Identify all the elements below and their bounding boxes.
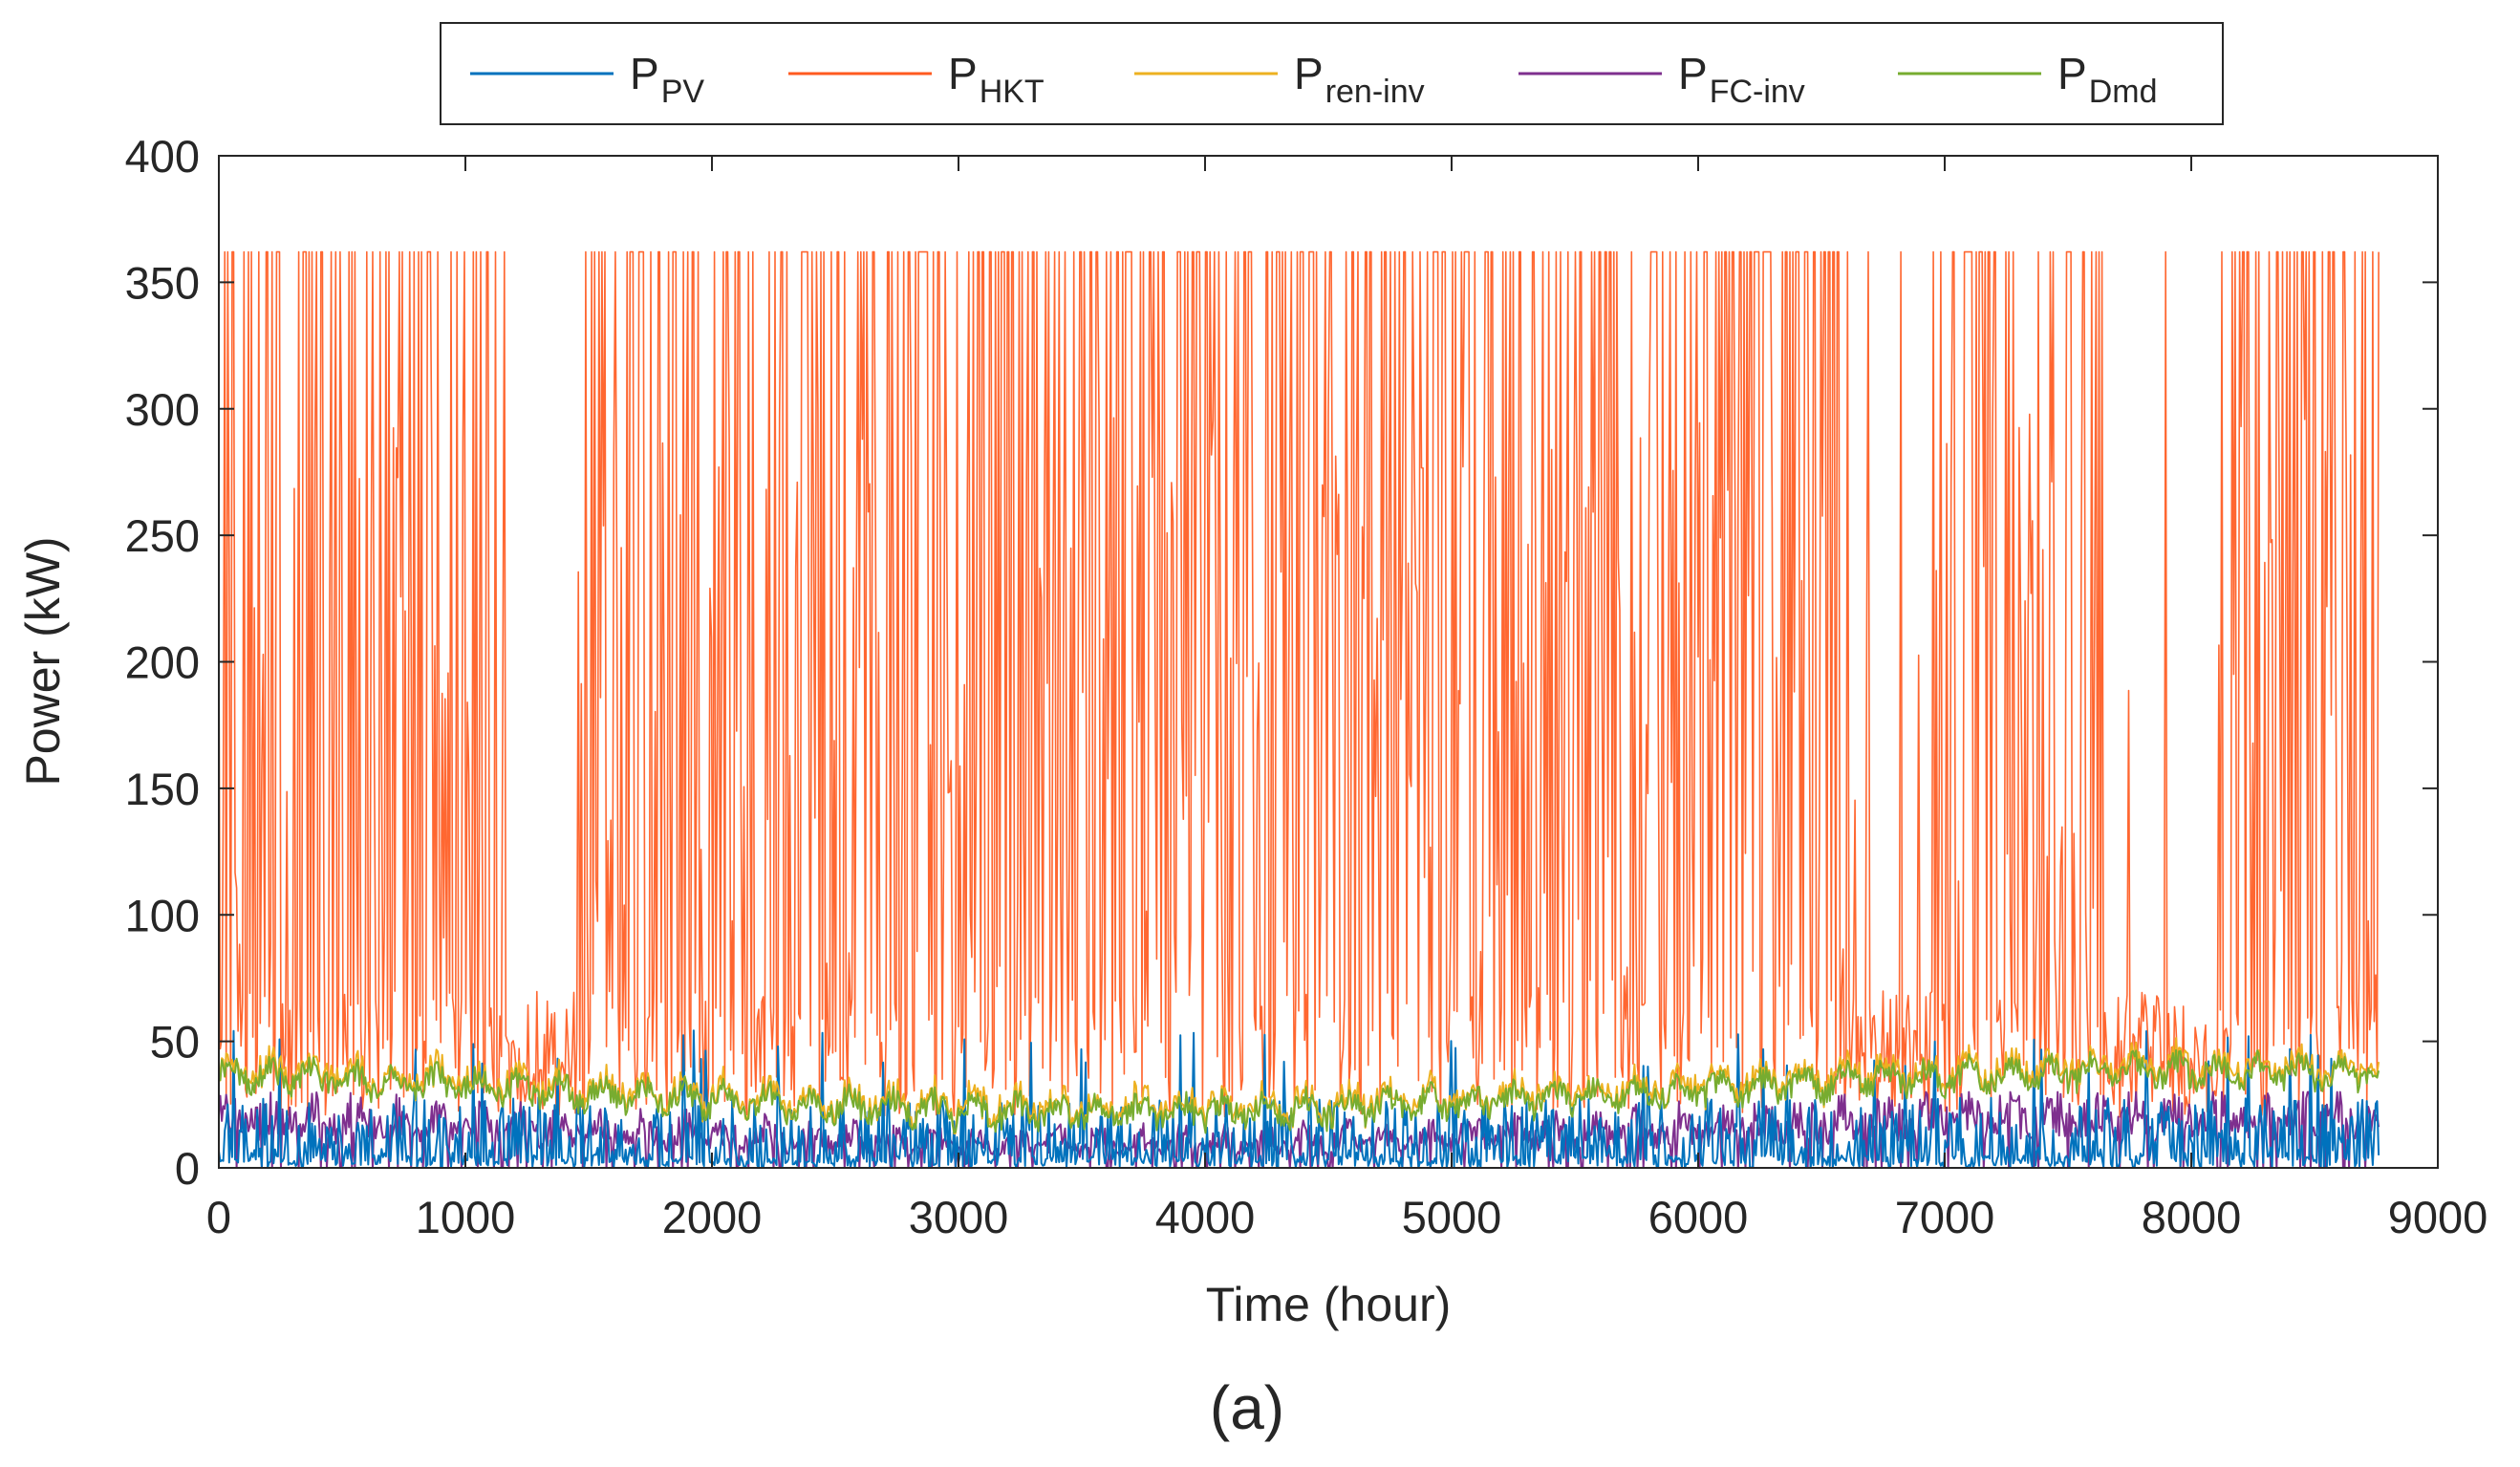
legend-label-subscript: FC-inv: [1710, 74, 1805, 110]
x-tick-label: 9000: [2388, 1192, 2488, 1242]
legend-label-subscript: Dmd: [2089, 74, 2158, 110]
figure-caption: (a): [1210, 1373, 1284, 1442]
y-tick-label: 50: [150, 1017, 200, 1068]
y-tick-label: 100: [125, 890, 200, 940]
x-tick-label: 8000: [2142, 1192, 2242, 1242]
legend-label-main: P: [1294, 49, 1324, 98]
series-line-pfcinv: [218, 1090, 2380, 1169]
legend-label-ppv: PPV: [630, 49, 704, 110]
x-tick-label: 4000: [1155, 1192, 1256, 1242]
legend-label-main: P: [2057, 49, 2087, 98]
x-axis-label: Time (hour): [1206, 1278, 1452, 1331]
y-tick-label: 400: [125, 131, 200, 182]
y-tick-label: 300: [125, 384, 200, 435]
x-tick-label: 5000: [1402, 1192, 1502, 1242]
ticks-layer: 0 1000 2000 3000 4000 5000 6000 7000 8000 9000 0 50…: [125, 131, 2488, 1242]
legend-label-subscript: HKT: [980, 74, 1045, 110]
x-tick-label: 2000: [662, 1192, 763, 1242]
y-tick-label: 350: [125, 257, 200, 308]
y-tick-label: 0: [175, 1143, 200, 1194]
legend-label-subscript: ren-inv: [1325, 74, 1425, 110]
series-line-phkt: [218, 250, 2380, 1118]
legend-label-subscript: PV: [661, 74, 705, 110]
y-axis-label: Power (kW): [16, 536, 70, 786]
y-tick-label: 250: [125, 510, 200, 561]
legend-label-pdmd: PDmd: [2057, 49, 2157, 110]
legend-label-main: P: [948, 49, 978, 98]
legend-label-main: P: [1678, 49, 1708, 98]
series-line-pdmd: [218, 1048, 2380, 1134]
legend-label-preninv: Pren-inv: [1294, 49, 1425, 110]
y-tick-label: 150: [125, 764, 200, 814]
legend-label-pfcinv: PFC-inv: [1678, 49, 1805, 110]
x-tick-label: 6000: [1648, 1192, 1749, 1242]
legend: PPV PHKT Pren-inv PFC-inv PDmd: [440, 22, 2224, 125]
x-tick-label: 0: [206, 1192, 231, 1242]
x-tick-label: 1000: [416, 1192, 516, 1242]
x-tick-label: 7000: [1895, 1192, 1995, 1242]
x-tick-label: 3000: [909, 1192, 1009, 1242]
legend-label-phkt: PHKT: [948, 49, 1045, 110]
series-layer: [218, 250, 2380, 1169]
y-tick-label: 200: [125, 637, 200, 688]
legend-label-main: P: [630, 49, 659, 98]
